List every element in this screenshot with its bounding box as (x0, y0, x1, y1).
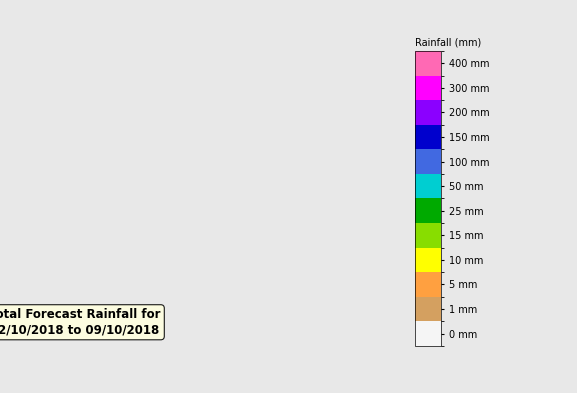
Text: Rainfall (mm): Rainfall (mm) (415, 38, 482, 48)
Text: Total Forecast Rainfall for
02/10/2018 to 09/10/2018: Total Forecast Rainfall for 02/10/2018 t… (0, 308, 161, 336)
